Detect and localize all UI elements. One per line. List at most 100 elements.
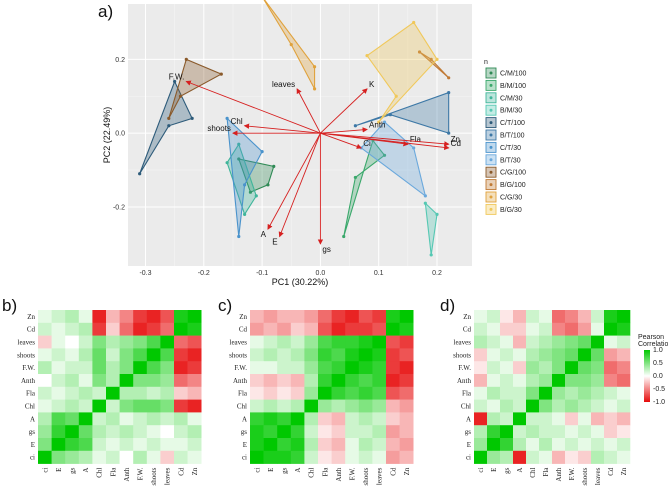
cell-a-fla bbox=[539, 412, 553, 426]
cell-zn-cd bbox=[174, 310, 188, 324]
cell-cd-leaves bbox=[372, 322, 387, 336]
legend-label-b-g-100: B/G/100 bbox=[500, 182, 526, 189]
cell-cd-fla bbox=[106, 322, 120, 336]
point-c-m-100 bbox=[272, 164, 276, 168]
cell-ci-e bbox=[487, 450, 501, 464]
cell-leaves-fla bbox=[106, 335, 120, 349]
cell-chl-f-w bbox=[565, 399, 579, 413]
cell-anth-cd bbox=[604, 374, 618, 388]
cell-e-chl bbox=[526, 438, 540, 452]
cell-ci-leaves bbox=[160, 450, 175, 464]
cell-cd-anth bbox=[331, 322, 346, 336]
cell-e-gs bbox=[500, 438, 514, 452]
cell-cd-cd bbox=[174, 322, 188, 336]
col-label-chl: Chl bbox=[308, 468, 316, 478]
cell-shoots-leaves bbox=[372, 348, 387, 362]
x-tick-label: 0.2 bbox=[432, 270, 442, 277]
col-label-a: A bbox=[82, 468, 90, 473]
cell-anth-cd bbox=[386, 374, 400, 388]
cell-f-w-leaves bbox=[372, 361, 387, 375]
cell-anth-f-w bbox=[133, 374, 148, 388]
row-label-cd: Cd bbox=[239, 326, 248, 334]
cell-gs-zn bbox=[187, 425, 202, 439]
cell-e-fla bbox=[539, 438, 553, 452]
loading-arrow-f-w bbox=[185, 80, 321, 134]
point-b-t-30 bbox=[423, 194, 427, 198]
cell-gs-f-w bbox=[345, 425, 360, 439]
panel-label-c: c) bbox=[218, 296, 233, 315]
cell-e-a bbox=[78, 438, 93, 452]
cell-a-ci bbox=[474, 412, 488, 426]
loading-label-a: A bbox=[261, 230, 267, 239]
cell-cd-ci bbox=[250, 322, 264, 336]
cell-anth-chl bbox=[304, 374, 319, 388]
cell-ci-anth bbox=[552, 450, 566, 464]
cell-cd-a bbox=[78, 322, 93, 336]
cell-ci-leaves bbox=[372, 450, 387, 464]
cell-cd-gs bbox=[65, 322, 80, 336]
cell-a-a bbox=[78, 412, 93, 426]
cell-f-w-cd bbox=[174, 361, 188, 375]
cell-zn-leaves bbox=[160, 310, 175, 324]
cell-cd-f-w bbox=[133, 322, 148, 336]
panel-label-b: b) bbox=[2, 296, 18, 315]
col-label-a: A bbox=[516, 468, 524, 473]
cell-gs-leaves bbox=[160, 425, 175, 439]
loading-label-fla: Fla bbox=[410, 135, 422, 144]
col-label-cd: Cd bbox=[607, 467, 615, 476]
cell-e-f-w bbox=[565, 438, 579, 452]
cell-f-w-e bbox=[487, 361, 501, 375]
cell-cd-zn bbox=[399, 322, 414, 336]
cell-zn-gs bbox=[65, 310, 80, 324]
cell-ci-e bbox=[263, 450, 278, 464]
cell-a-e bbox=[487, 412, 501, 426]
y-tick-label: 0.0 bbox=[115, 131, 125, 138]
cell-a-chl bbox=[304, 412, 319, 426]
row-label-ci: ci bbox=[242, 454, 247, 462]
col-label-gs: gs bbox=[69, 467, 77, 474]
cell-cd-a bbox=[290, 322, 305, 336]
cell-shoots-fla bbox=[539, 348, 553, 362]
row-label-fla: Fla bbox=[238, 390, 248, 398]
col-label-f-w: F.W. bbox=[349, 467, 357, 480]
cell-gs-shoots bbox=[146, 425, 161, 439]
cell-anth-gs bbox=[277, 374, 292, 388]
cell-cd-fla bbox=[539, 322, 553, 336]
point-c-m-100 bbox=[237, 157, 241, 161]
cell-leaves-shoots bbox=[146, 335, 161, 349]
cell-f-w-anth bbox=[331, 361, 346, 375]
cell-fla-gs bbox=[500, 386, 514, 400]
cell-anth-a bbox=[290, 374, 305, 388]
cell-f-w-ci bbox=[474, 361, 488, 375]
cell-a-anth bbox=[552, 412, 566, 426]
cell-zn-e bbox=[51, 310, 66, 324]
loading-arrow-zn bbox=[320, 132, 450, 147]
cell-zn-cd bbox=[386, 310, 400, 324]
cell-zn-e bbox=[263, 310, 278, 324]
cell-shoots-ci bbox=[38, 348, 52, 362]
cell-shoots-shoots bbox=[358, 348, 373, 362]
point-b-g-30 bbox=[365, 54, 369, 58]
row-label-zn: Zn bbox=[27, 313, 35, 321]
cell-f-w-fla bbox=[318, 361, 332, 375]
cell-cd-chl bbox=[92, 322, 107, 336]
cell-gs-chl bbox=[304, 425, 319, 439]
point-b-t-100 bbox=[353, 124, 357, 128]
row-label-fla: Fla bbox=[462, 390, 472, 398]
cell-leaves-a bbox=[513, 335, 527, 349]
cell-gs-a bbox=[78, 425, 93, 439]
cell-leaves-fla bbox=[539, 335, 553, 349]
loading-label-f-w: F.W. bbox=[169, 72, 185, 81]
cell-anth-a bbox=[78, 374, 93, 388]
loading-arrow-leaves bbox=[296, 88, 321, 134]
cell-cd-f-w bbox=[345, 322, 360, 336]
cell-anth-zn bbox=[399, 374, 414, 388]
cell-chl-zn bbox=[617, 399, 631, 413]
cell-gs-fla bbox=[106, 425, 120, 439]
cell-leaves-chl bbox=[304, 335, 319, 349]
cell-shoots-f-w bbox=[133, 348, 148, 362]
cell-fla-chl bbox=[526, 386, 540, 400]
row-label-f-w: F.W. bbox=[22, 364, 35, 372]
cell-f-w-a bbox=[78, 361, 93, 375]
